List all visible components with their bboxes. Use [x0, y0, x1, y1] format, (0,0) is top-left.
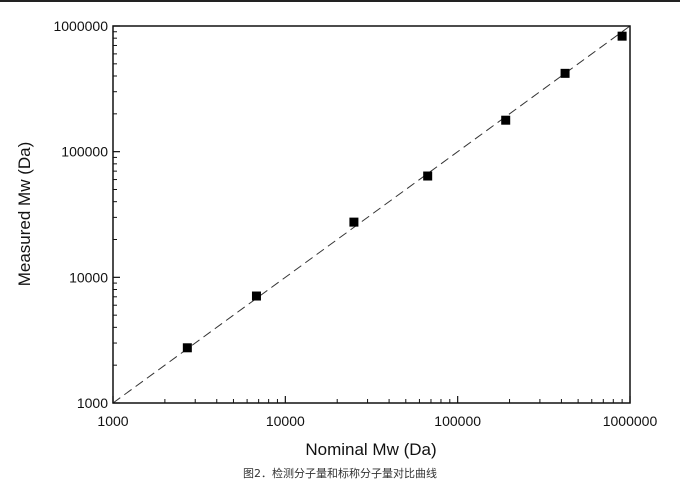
data-point	[560, 68, 570, 78]
figure-caption: 图2．检测分子量和标称分子量对比曲线	[243, 467, 437, 480]
y-tick-label: 1000000	[53, 18, 108, 34]
x-tick-label: 100000	[434, 413, 481, 429]
y-axis-title: Measured Mw (Da)	[15, 142, 34, 287]
x-tick-label: 10000	[266, 413, 305, 429]
x-tick-label: 1000	[97, 413, 128, 429]
y-tick-label: 10000	[69, 269, 108, 285]
plot-frame	[112, 25, 631, 404]
scatter-chart: 1000 10000 100000 1000000 1000 10000 100000 100…	[15, 18, 658, 459]
data-point	[182, 343, 192, 353]
y-tick-label: 100000	[61, 144, 108, 160]
top-divider	[0, 0, 680, 2]
data-point	[349, 217, 359, 227]
data-point	[251, 291, 261, 301]
y-tick-label: 1000	[77, 395, 108, 411]
x-tick-label: 1000000	[603, 413, 658, 429]
data-point	[617, 31, 627, 41]
data-point	[423, 171, 433, 181]
reference-line	[112, 25, 631, 404]
data-point	[501, 115, 511, 125]
x-axis-title: Nominal Mw (Da)	[305, 440, 436, 459]
